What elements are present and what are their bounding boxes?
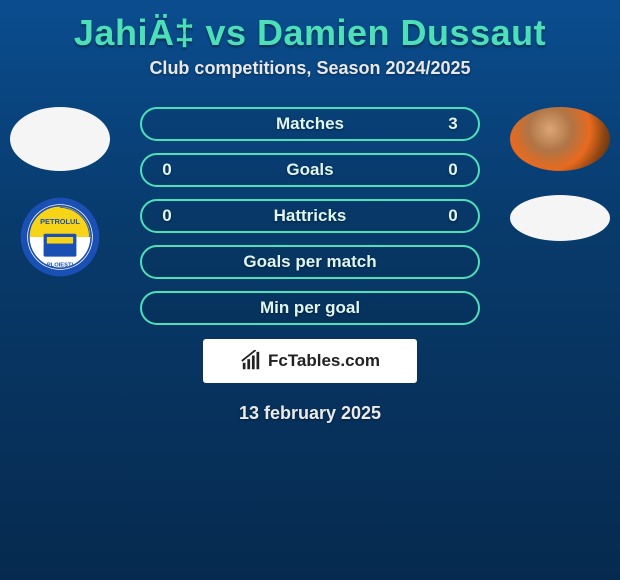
brand-badge[interactable]: FcTables.com	[203, 339, 417, 383]
player2-column	[510, 107, 610, 241]
brand-text: FcTables.com	[268, 351, 380, 371]
page-title: JahiÄ‡ vs Damien Dussaut	[0, 0, 620, 58]
stat-right-value: 0	[442, 206, 464, 226]
subtitle: Club competitions, Season 2024/2025	[0, 58, 620, 79]
player1-avatar	[10, 107, 110, 171]
player2-avatar	[510, 107, 610, 171]
svg-text:PLOIEȘTI: PLOIEȘTI	[47, 263, 74, 269]
petrolul-badge-icon: PETROLUL PLOIEȘTI	[19, 196, 101, 278]
stat-row: Min per goal	[140, 291, 480, 325]
svg-text:PETROLUL: PETROLUL	[40, 217, 80, 226]
stat-row: Matches 3	[140, 107, 480, 141]
stat-row: 0 Hattricks 0	[140, 199, 480, 233]
stat-left-value: 0	[156, 206, 178, 226]
chart-icon	[240, 350, 262, 372]
stat-row: 0 Goals 0	[140, 153, 480, 187]
stat-row: Goals per match	[140, 245, 480, 279]
player1-column: PETROLUL PLOIEȘTI	[10, 107, 110, 279]
stat-label: Min per goal	[178, 298, 442, 318]
stat-label: Hattricks	[178, 206, 442, 226]
stat-label: Goals	[178, 160, 442, 180]
stat-right-value: 3	[442, 114, 464, 134]
comparison-arena: PETROLUL PLOIEȘTI Matches 3 0 Goals 0 0 …	[0, 107, 620, 424]
stats-rows: Matches 3 0 Goals 0 0 Hattricks 0 Goals …	[140, 107, 480, 325]
stat-left-value: 0	[156, 160, 178, 180]
stat-label: Goals per match	[178, 252, 442, 272]
player2-club-badge	[510, 195, 610, 241]
date-text: 13 february 2025	[10, 403, 610, 424]
stat-label: Matches	[178, 114, 442, 134]
player1-club-badge: PETROLUL PLOIEȘTI	[10, 195, 110, 279]
stat-right-value: 0	[442, 160, 464, 180]
